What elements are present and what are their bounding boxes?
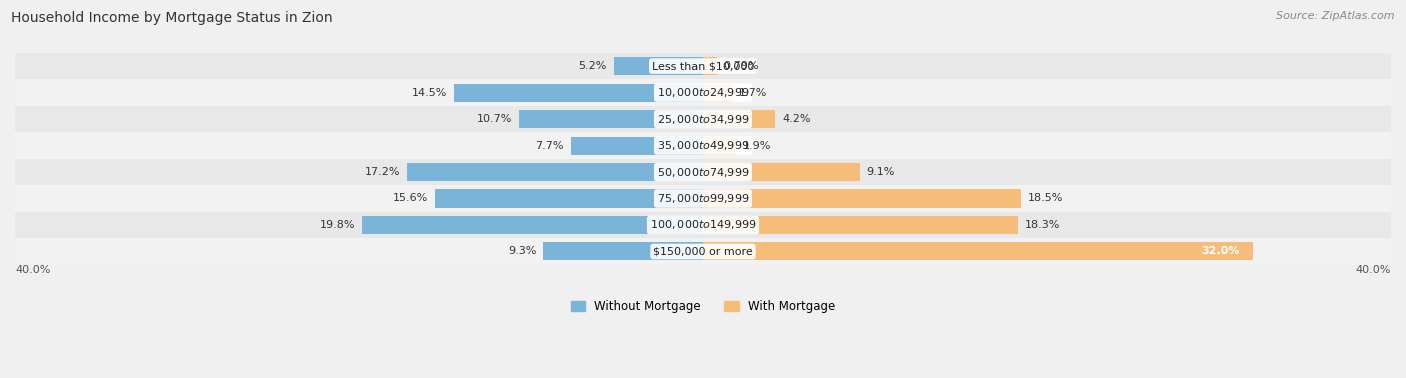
Bar xyxy=(408,163,703,181)
Text: 19.8%: 19.8% xyxy=(321,220,356,230)
Text: 15.6%: 15.6% xyxy=(392,194,427,203)
Bar xyxy=(703,110,775,128)
Text: 5.2%: 5.2% xyxy=(578,61,606,71)
Bar xyxy=(703,163,859,181)
Text: 17.2%: 17.2% xyxy=(364,167,401,177)
Legend: Without Mortgage, With Mortgage: Without Mortgage, With Mortgage xyxy=(567,296,839,318)
Bar xyxy=(15,159,1391,185)
Text: $150,000 or more: $150,000 or more xyxy=(654,246,752,257)
Text: $100,000 to $149,999: $100,000 to $149,999 xyxy=(650,218,756,231)
Text: $35,000 to $49,999: $35,000 to $49,999 xyxy=(657,139,749,152)
Bar xyxy=(434,189,703,208)
Text: 10.7%: 10.7% xyxy=(477,114,512,124)
Text: 9.1%: 9.1% xyxy=(866,167,894,177)
Bar xyxy=(543,242,703,260)
Text: 9.3%: 9.3% xyxy=(508,246,536,257)
Text: Source: ZipAtlas.com: Source: ZipAtlas.com xyxy=(1277,11,1395,21)
Bar xyxy=(15,212,1391,238)
Text: 0.79%: 0.79% xyxy=(724,61,759,71)
Text: 18.5%: 18.5% xyxy=(1028,194,1063,203)
Text: 40.0%: 40.0% xyxy=(1355,265,1391,275)
Bar xyxy=(15,132,1391,159)
Bar xyxy=(15,53,1391,79)
Text: 4.2%: 4.2% xyxy=(782,114,811,124)
Bar xyxy=(703,216,1018,234)
Bar xyxy=(703,136,735,155)
Text: 7.7%: 7.7% xyxy=(536,141,564,150)
Text: $10,000 to $24,999: $10,000 to $24,999 xyxy=(657,86,749,99)
Text: Less than $10,000: Less than $10,000 xyxy=(652,61,754,71)
Bar xyxy=(363,216,703,234)
Text: $25,000 to $34,999: $25,000 to $34,999 xyxy=(657,113,749,125)
Text: 1.7%: 1.7% xyxy=(740,88,768,98)
Text: 18.3%: 18.3% xyxy=(1025,220,1060,230)
Text: 32.0%: 32.0% xyxy=(1201,246,1240,257)
Bar xyxy=(703,242,1253,260)
Text: 40.0%: 40.0% xyxy=(15,265,51,275)
Text: $75,000 to $99,999: $75,000 to $99,999 xyxy=(657,192,749,205)
Bar xyxy=(613,57,703,75)
Bar xyxy=(519,110,703,128)
Text: $50,000 to $74,999: $50,000 to $74,999 xyxy=(657,166,749,178)
Text: Household Income by Mortgage Status in Zion: Household Income by Mortgage Status in Z… xyxy=(11,11,333,25)
Text: 1.9%: 1.9% xyxy=(742,141,770,150)
Bar xyxy=(703,84,733,102)
Bar xyxy=(703,189,1021,208)
Bar xyxy=(15,79,1391,106)
Bar xyxy=(15,185,1391,212)
Bar xyxy=(15,106,1391,132)
Bar xyxy=(571,136,703,155)
Bar xyxy=(454,84,703,102)
Text: 14.5%: 14.5% xyxy=(412,88,447,98)
Bar xyxy=(703,57,717,75)
Bar xyxy=(15,238,1391,265)
